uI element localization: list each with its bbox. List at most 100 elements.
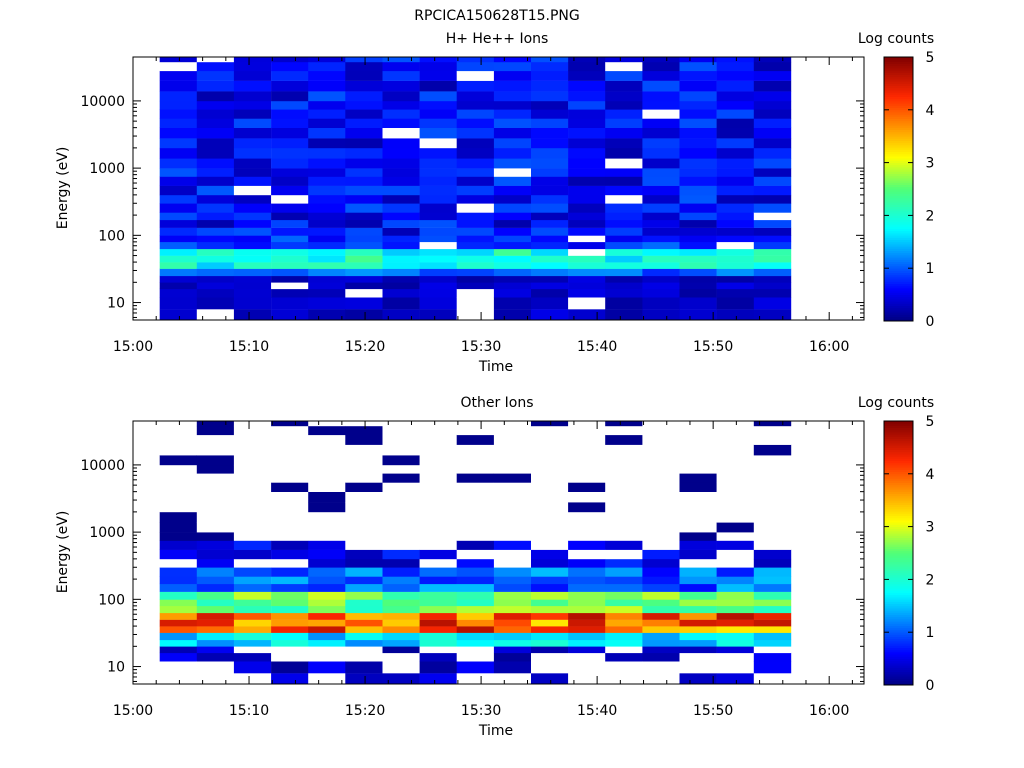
heatmap-cell bbox=[531, 268, 569, 277]
colorbar-swatch bbox=[884, 310, 913, 313]
x-axis-label: Time bbox=[478, 723, 513, 739]
heatmap-cell bbox=[196, 255, 235, 263]
heatmap-cell bbox=[196, 227, 235, 236]
heatmap-cell bbox=[345, 482, 383, 492]
heatmap-cell bbox=[382, 262, 420, 269]
heatmap-cell bbox=[345, 262, 383, 269]
heatmap-cell bbox=[419, 464, 457, 474]
colorbar-swatch bbox=[884, 277, 913, 280]
heatmap-cell bbox=[308, 194, 346, 204]
heatmap-cell bbox=[382, 212, 420, 221]
heatmap-cell bbox=[716, 583, 754, 592]
heatmap-cell bbox=[308, 235, 346, 243]
heatmap-cell bbox=[605, 194, 643, 204]
colorbar-tick-label: 4 bbox=[926, 103, 935, 119]
heatmap-cell bbox=[196, 70, 235, 81]
heatmap-cell bbox=[753, 255, 792, 263]
heatmap-cell bbox=[642, 262, 680, 269]
heatmap-cell bbox=[753, 100, 792, 110]
colorbar-label: Log counts bbox=[858, 31, 934, 47]
heatmap-cell bbox=[345, 425, 383, 436]
heatmap-cell bbox=[196, 203, 235, 213]
heatmap-cell bbox=[159, 127, 198, 139]
heatmap-cell bbox=[493, 241, 532, 250]
colorbar-swatch bbox=[884, 506, 913, 510]
colorbar-swatch bbox=[884, 623, 913, 626]
heatmap-cell bbox=[679, 185, 717, 196]
heatmap-cell bbox=[382, 109, 420, 119]
heatmap-cell bbox=[419, 473, 457, 483]
colorbar-swatch bbox=[884, 645, 913, 648]
heatmap-cell bbox=[568, 482, 606, 492]
heatmap-cell bbox=[753, 282, 792, 290]
heatmap-cell bbox=[159, 212, 198, 221]
x-tick-label: 15:00 bbox=[113, 703, 153, 719]
colorbar-swatch bbox=[884, 261, 913, 265]
heatmap-cell bbox=[308, 203, 346, 213]
heatmap-cell bbox=[605, 268, 643, 277]
colorbar-swatch bbox=[884, 217, 913, 221]
heatmap-cell bbox=[568, 567, 606, 577]
heatmap-cell bbox=[679, 109, 717, 119]
heatmap-cell bbox=[233, 455, 272, 466]
panel-title: H+ He++ Ions bbox=[446, 31, 549, 47]
heatmap-cell bbox=[308, 511, 346, 523]
heatmap-cell bbox=[605, 549, 643, 560]
heatmap-cell bbox=[419, 421, 457, 427]
heatmap-cell bbox=[419, 646, 457, 654]
heatmap-cell bbox=[159, 248, 198, 256]
heatmap-cell bbox=[642, 444, 680, 456]
heatmap-cell bbox=[345, 464, 383, 474]
heatmap-cell bbox=[456, 262, 495, 269]
heatmap-cell bbox=[233, 583, 272, 592]
x-tick-label: 16:00 bbox=[809, 339, 849, 355]
heatmap-cell bbox=[568, 540, 606, 550]
heatmap-cell bbox=[308, 583, 346, 592]
heatmap-cell bbox=[196, 185, 235, 196]
colorbar-swatch bbox=[884, 471, 913, 475]
colorbar-frame bbox=[883, 56, 914, 322]
heatmap-cell bbox=[233, 532, 272, 541]
heatmap-cell bbox=[493, 421, 532, 427]
colorbar-swatch bbox=[884, 520, 913, 523]
colorbar-swatch bbox=[884, 638, 913, 642]
heatmap-cell bbox=[568, 661, 606, 674]
heatmap-cell bbox=[196, 241, 235, 250]
heatmap-cell bbox=[159, 522, 198, 533]
colorbar-swatch bbox=[884, 303, 913, 306]
heatmap-cell bbox=[271, 558, 309, 568]
heatmap-cell bbox=[456, 549, 495, 560]
heatmap-cell bbox=[419, 194, 457, 204]
heatmap-cell bbox=[679, 70, 717, 81]
colorbar-swatch bbox=[884, 476, 913, 479]
heatmap-cell bbox=[716, 540, 754, 550]
heatmap-cell bbox=[568, 288, 606, 298]
heatmap-cell bbox=[271, 309, 309, 321]
heatmap-cell bbox=[456, 80, 495, 92]
heatmap-cell bbox=[345, 491, 383, 503]
heatmap-cell bbox=[271, 297, 309, 310]
heatmap-cell bbox=[679, 212, 717, 221]
heatmap-cell bbox=[382, 558, 420, 568]
colorbar-swatch bbox=[884, 517, 913, 521]
heatmap-cell bbox=[716, 444, 754, 456]
heatmap-cell bbox=[605, 309, 643, 321]
heatmap-cell bbox=[605, 219, 643, 228]
heatmap-cell bbox=[159, 473, 198, 483]
heatmap-cell bbox=[679, 434, 717, 445]
heatmap-cell bbox=[493, 255, 532, 263]
heatmap-cell bbox=[493, 619, 532, 627]
heatmap-cell bbox=[716, 57, 754, 63]
heatmap-cell bbox=[568, 583, 606, 592]
heatmap-cell bbox=[493, 297, 532, 310]
heatmap-cell bbox=[159, 80, 198, 92]
heatmap-cell bbox=[753, 591, 792, 600]
colorbar-swatch bbox=[884, 96, 913, 100]
colorbar-swatch bbox=[884, 594, 913, 598]
heatmap-cell bbox=[419, 275, 457, 283]
heatmap-cell bbox=[345, 309, 383, 321]
x-tick-label: 15:30 bbox=[461, 339, 501, 355]
heatmap-cell bbox=[642, 558, 680, 568]
x-tick-label: 15:40 bbox=[577, 703, 617, 719]
heatmap-cell bbox=[345, 632, 383, 641]
